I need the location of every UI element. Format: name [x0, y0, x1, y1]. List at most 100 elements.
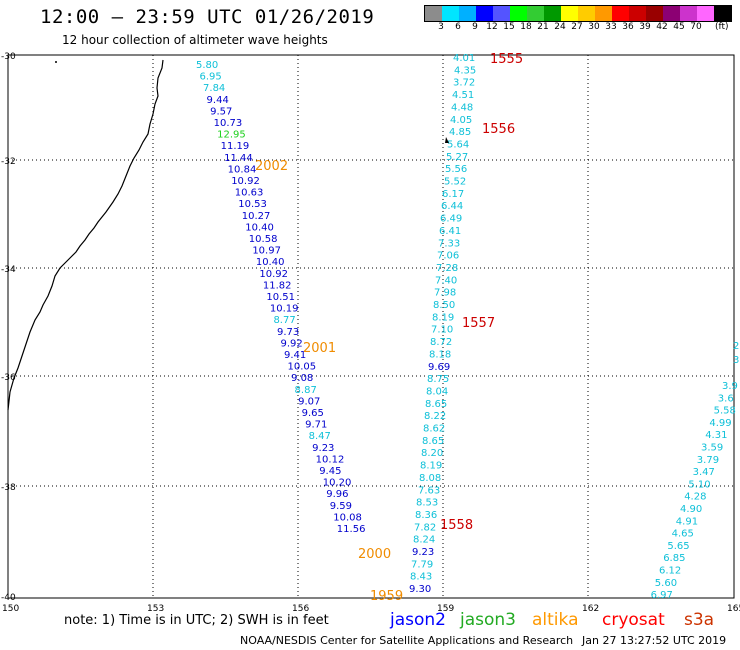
wave-height-value: 8.43: [410, 572, 432, 583]
wave-height-value: 6.95: [200, 72, 222, 83]
wave-height-value: 3.9: [722, 381, 738, 392]
wave-height-value: 9.41: [284, 350, 306, 361]
wave-height-value: 11.56: [337, 524, 366, 535]
legend-tick-label: 39: [639, 22, 651, 32]
legend-tick-label: 15: [503, 22, 515, 32]
wave-height-value: 8.77: [273, 315, 295, 326]
wave-height-value: 8.24: [413, 535, 435, 546]
wave-height-value: 5.52: [444, 177, 466, 188]
lon-tick-label: 150: [2, 604, 19, 614]
pass-number-label: 1558: [440, 518, 473, 533]
wave-height-value: 9.30: [409, 584, 431, 595]
pass-number-label: 1959: [370, 589, 403, 604]
wave-height-value: 8.22: [424, 411, 446, 422]
mission-label-altika: altika: [532, 610, 579, 630]
coastline: [7, 59, 164, 411]
legend-tick-label: 18: [520, 22, 532, 32]
legend-swatch: [714, 6, 731, 21]
lat-tick-label: -32: [1, 157, 16, 167]
lat-tick-label: -30: [1, 52, 16, 62]
wave-height-value: 8.19: [432, 312, 454, 323]
legend-tick-label: 36: [622, 22, 634, 32]
wave-height-value: 10.58: [249, 234, 278, 245]
wave-height-value: 5.65: [667, 541, 689, 552]
legend-tick-label: 12: [486, 22, 498, 32]
wave-height-value: 9.23: [412, 547, 434, 558]
wave-height-value: 10.63: [235, 188, 264, 199]
pass-number-label: 2001: [303, 341, 336, 356]
wave-height-value: 8.20: [421, 448, 443, 459]
wave-height-value: 6.17: [442, 189, 464, 200]
wave-height-value: 8.65: [422, 436, 444, 447]
wave-height-value: 8.62: [423, 424, 445, 435]
wave-height-value: 3.47: [693, 467, 715, 478]
legend-swatch: [459, 6, 476, 21]
legend-swatch: [561, 6, 578, 21]
wave-height-value: 8.36: [415, 510, 437, 521]
pass-number-label: 1555: [490, 52, 523, 67]
wave-height-value: 6.44: [441, 201, 463, 212]
wave-height-value: 4.48: [451, 102, 473, 113]
legend-swatch: [595, 6, 612, 21]
wave-height-value: 11.82: [263, 280, 292, 291]
lon-tick-label: 165: [727, 604, 740, 614]
wave-height-value: 7.10: [431, 325, 453, 336]
wave-height-value: 7.40: [435, 275, 457, 286]
pass-number-label: 1556: [482, 122, 515, 137]
wave-height-value: 4.51: [452, 90, 474, 101]
wave-height-value: 9.59: [330, 501, 352, 512]
legend-tick-label: 30: [588, 22, 600, 32]
generated-timestamp: Jan 27 13:27:52 UTC 2019: [582, 634, 727, 647]
wave-height-value: 4.31: [705, 430, 727, 441]
pass-number-label: 2002: [255, 159, 288, 174]
pass-number-label: 1557: [462, 316, 495, 331]
wave-height-value: 10.20: [323, 478, 352, 489]
wave-height-value: 9.57: [210, 106, 232, 117]
legend-swatch: [646, 6, 663, 21]
legend-swatch: [697, 6, 714, 21]
wave-height-value: 5.27: [446, 152, 468, 163]
wave-height-value: 4.05: [450, 115, 472, 126]
wave-height-value: 10.97: [252, 246, 281, 257]
wave-height-value: 4.65: [672, 529, 694, 540]
wave-height-value: 9.08: [291, 373, 313, 384]
lat-tick-label: -36: [1, 373, 16, 383]
wave-height-value: 10.53: [238, 199, 267, 210]
wave-height-value: 5.56: [445, 164, 467, 175]
legend-tick-label: 70: [690, 22, 702, 32]
legend-swatch: [612, 6, 629, 21]
wave-height-value: 5.80: [196, 60, 218, 71]
wave-height-value: 7.28: [436, 263, 458, 274]
wave-height-value: 3.72: [453, 78, 475, 89]
wave-height-value: 4.35: [454, 65, 476, 76]
wave-height-value: 5.60: [655, 578, 677, 589]
page-subtitle: 12 hour collection of altimeter wave hei…: [62, 33, 328, 47]
wave-height-value: 5.64: [447, 139, 469, 150]
pass-number-label: 2000: [358, 547, 391, 562]
wave-height-value: 8.75: [427, 374, 449, 385]
map-frame: [7, 54, 735, 599]
wave-height-value: 8.50: [433, 300, 455, 311]
wave-height-value: 9.44: [207, 95, 229, 106]
wave-height-value: 10.92: [231, 176, 260, 187]
wave-height-value: 7.63: [418, 485, 440, 496]
legend-tick-label: 9: [472, 22, 478, 32]
wave-height-value: 10.84: [228, 164, 257, 175]
wave-height-value: 8.04: [426, 386, 448, 397]
wave-height-value: 7.33: [438, 238, 460, 249]
wave-height-value: 8.18: [429, 349, 451, 360]
wave-height-value: 6.85: [663, 553, 685, 564]
wave-height-value: 9.07: [298, 396, 320, 407]
lon-tick-label: 153: [147, 604, 164, 614]
wave-height-value: 9.92: [280, 338, 302, 349]
wave-height-value: 10.08: [333, 512, 362, 523]
wave-height-value: 2: [733, 341, 739, 352]
wave-height-value: 10.51: [266, 292, 295, 303]
lat-tick-label: -34: [1, 265, 16, 275]
wave-height-value: 3.79: [697, 455, 719, 466]
wave-height-value: 8.19: [420, 461, 442, 472]
legend-swatch: [663, 6, 680, 21]
legend-swatch: [629, 6, 646, 21]
